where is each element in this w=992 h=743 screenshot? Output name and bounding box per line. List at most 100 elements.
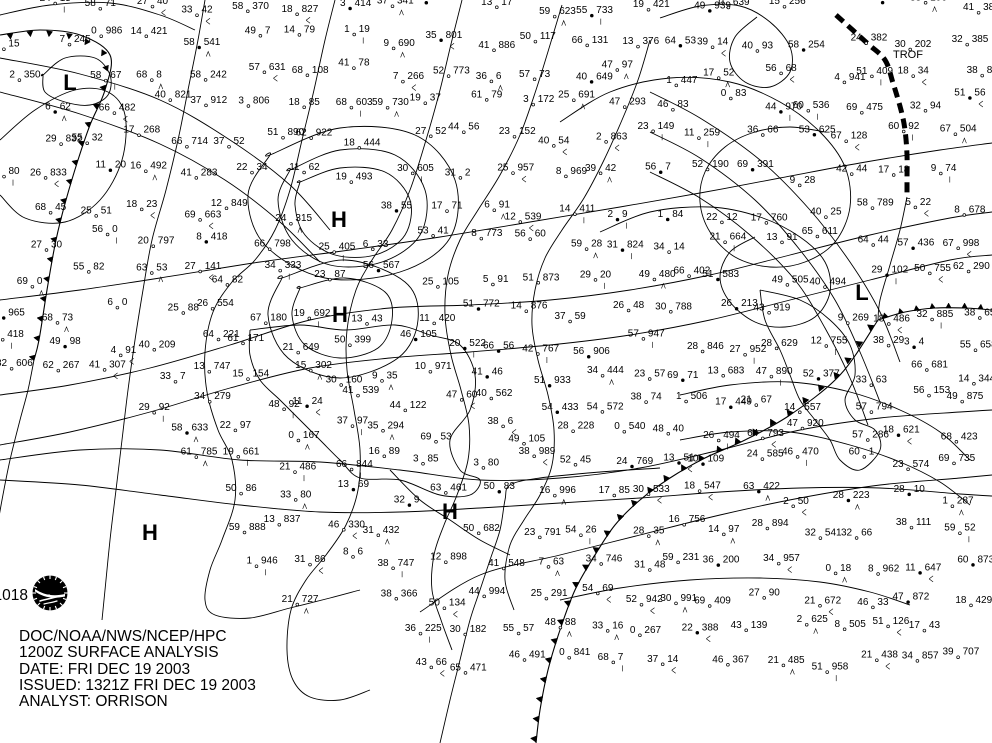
svg-text:920: 920 — [807, 418, 824, 429]
svg-text:40: 40 — [476, 388, 488, 399]
svg-text:34: 34 — [265, 260, 277, 271]
svg-text:14: 14 — [559, 204, 571, 215]
svg-text:51: 51 — [411, 0, 423, 3]
svg-text:432: 432 — [383, 525, 400, 536]
svg-text:11: 11 — [96, 160, 107, 171]
svg-text:56: 56 — [503, 341, 515, 352]
svg-text:42: 42 — [202, 5, 214, 16]
svg-text:621: 621 — [903, 425, 920, 436]
svg-text:37: 37 — [647, 654, 659, 665]
svg-text:46: 46 — [712, 654, 724, 665]
svg-text:1: 1 — [246, 556, 252, 567]
svg-text:231: 231 — [683, 552, 700, 563]
svg-text:97: 97 — [728, 524, 740, 535]
svg-text:794: 794 — [876, 402, 893, 413]
svg-text:578: 578 — [431, 0, 448, 3]
svg-text:755: 755 — [831, 336, 848, 347]
svg-text:2: 2 — [9, 70, 15, 81]
svg-text:14: 14 — [511, 301, 523, 312]
svg-text:34: 34 — [918, 66, 930, 77]
svg-text:86: 86 — [315, 554, 327, 565]
svg-text:16: 16 — [539, 485, 551, 496]
svg-text:539: 539 — [363, 385, 380, 396]
svg-text:38: 38 — [519, 446, 531, 457]
svg-text:760: 760 — [771, 212, 788, 223]
svg-text:692: 692 — [314, 308, 331, 319]
svg-text:56: 56 — [92, 224, 104, 235]
svg-text:269: 269 — [852, 313, 869, 324]
svg-text:48: 48 — [633, 300, 645, 311]
svg-text:134: 134 — [449, 598, 466, 609]
svg-text:61: 61 — [181, 447, 193, 458]
svg-text:491: 491 — [529, 650, 546, 661]
svg-text:9: 9 — [414, 495, 420, 506]
svg-text:37: 37 — [337, 416, 349, 427]
svg-text:486: 486 — [893, 314, 910, 325]
svg-text:957: 957 — [783, 553, 800, 564]
svg-text:53: 53 — [156, 263, 168, 274]
svg-text:33: 33 — [856, 375, 868, 386]
svg-text:1: 1 — [676, 391, 682, 402]
svg-text:18: 18 — [840, 563, 852, 574]
svg-text:64: 64 — [665, 35, 677, 46]
svg-text:9: 9 — [622, 209, 628, 220]
svg-text:35: 35 — [367, 420, 379, 431]
svg-text:41: 41 — [472, 366, 484, 377]
svg-text:5: 5 — [483, 274, 489, 285]
svg-text:5: 5 — [905, 197, 911, 208]
svg-text:27: 27 — [415, 126, 427, 137]
svg-text:267: 267 — [644, 625, 661, 636]
svg-text:17: 17 — [751, 212, 763, 223]
svg-text:844: 844 — [356, 459, 373, 470]
svg-text:4: 4 — [111, 345, 117, 356]
svg-text:64: 64 — [858, 235, 870, 246]
svg-text:71: 71 — [105, 0, 117, 9]
svg-text:798: 798 — [274, 239, 291, 250]
svg-text:109: 109 — [708, 454, 725, 465]
svg-text:35: 35 — [425, 30, 437, 41]
svg-text:21: 21 — [804, 595, 816, 606]
svg-text:536: 536 — [813, 100, 830, 111]
svg-text:18: 18 — [898, 165, 910, 176]
svg-text:32: 32 — [394, 495, 406, 506]
svg-text:49: 49 — [245, 25, 257, 36]
svg-text:447: 447 — [681, 75, 698, 86]
svg-text:629: 629 — [781, 338, 798, 349]
svg-text:40: 40 — [538, 135, 550, 146]
svg-text:40: 40 — [155, 90, 167, 101]
svg-text:16: 16 — [130, 161, 142, 172]
svg-text:957: 957 — [518, 163, 535, 174]
svg-text:52: 52 — [435, 126, 447, 137]
svg-text:18: 18 — [883, 425, 895, 436]
svg-text:690: 690 — [398, 38, 415, 49]
svg-text:747: 747 — [214, 361, 231, 372]
svg-text:49: 49 — [772, 274, 784, 285]
svg-text:30: 30 — [633, 484, 645, 495]
svg-text:66: 66 — [572, 35, 584, 46]
svg-text:69: 69 — [846, 102, 858, 113]
svg-text:66: 66 — [767, 125, 779, 136]
svg-text:41: 41 — [342, 385, 354, 396]
svg-text:12: 12 — [430, 552, 442, 563]
svg-text:69: 69 — [358, 479, 370, 490]
svg-text:1: 1 — [869, 446, 875, 457]
svg-text:382: 382 — [871, 33, 888, 44]
svg-text:9: 9 — [790, 175, 796, 186]
svg-text:94: 94 — [930, 100, 942, 111]
svg-text:90: 90 — [769, 587, 781, 598]
svg-text:841: 841 — [574, 647, 591, 658]
svg-text:60: 60 — [888, 121, 900, 132]
svg-text:84: 84 — [672, 209, 684, 220]
svg-text:922: 922 — [316, 128, 333, 139]
svg-text:85: 85 — [428, 453, 440, 464]
svg-text:13: 13 — [338, 479, 350, 490]
svg-text:32: 32 — [0, 358, 8, 369]
svg-text:912: 912 — [211, 95, 228, 106]
svg-text:382: 382 — [983, 2, 992, 13]
svg-text:54: 54 — [558, 135, 570, 146]
svg-text:12: 12 — [211, 198, 223, 209]
svg-text:63: 63 — [553, 556, 565, 567]
svg-text:29: 29 — [893, 335, 905, 346]
svg-text:69: 69 — [17, 276, 29, 287]
svg-text:14: 14 — [667, 654, 679, 665]
